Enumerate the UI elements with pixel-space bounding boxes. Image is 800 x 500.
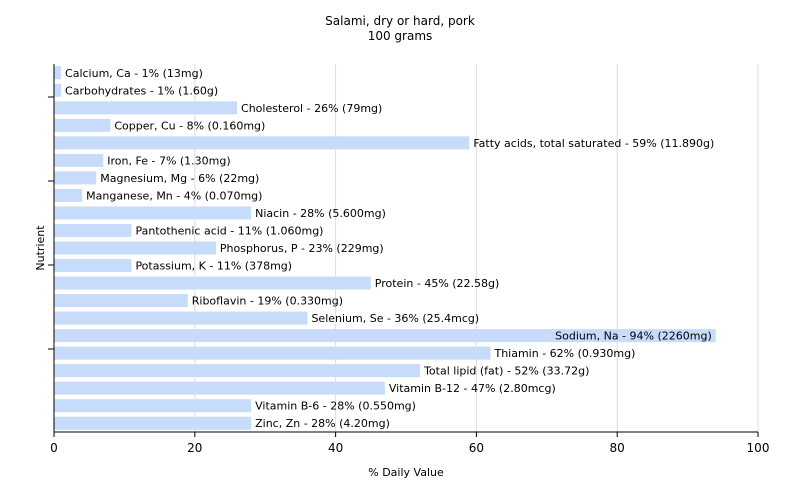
bar-label: Vitamin B-12 - 47% (2.80mcg) [389, 382, 556, 395]
bar [54, 188, 83, 202]
bar-label: Thiamin - 62% (0.930mg) [493, 347, 635, 360]
x-tick-label: 40 [328, 441, 343, 455]
bar [54, 346, 491, 360]
bar-label: Vitamin B-6 - 28% (0.550mg) [255, 400, 416, 413]
x-axis-title: % Daily Value [368, 466, 444, 479]
bar [54, 206, 252, 220]
x-tick-label: 60 [469, 441, 484, 455]
bar-label: Calcium, Ca - 1% (13mg) [65, 67, 203, 80]
bar [54, 399, 252, 413]
bar-label: Selenium, Se - 36% (25.4mcg) [311, 312, 479, 325]
bar [54, 223, 132, 237]
bar-label: Manganese, Mn - 4% (0.070mg) [86, 189, 262, 202]
bar-label: Sodium, Na - 94% (2260mg) [555, 330, 712, 343]
axes [53, 64, 758, 433]
bar [54, 311, 308, 325]
bar-label: Phosphorus, P - 23% (229mg) [220, 242, 384, 255]
bar [54, 241, 216, 255]
bar-label: Cholesterol - 26% (79mg) [241, 102, 382, 115]
bar-label: Protein - 45% (22.58g) [375, 277, 500, 290]
chart-title-block: Salami, dry or hard, pork 100 grams [0, 14, 800, 44]
bar [54, 381, 385, 395]
bar-label: Fatty acids, total saturated - 59% (11.8… [473, 137, 714, 150]
y-axis-title: Nutrient [34, 225, 47, 271]
bar-label: Copper, Cu - 8% (0.160mg) [114, 119, 265, 132]
bar-label: Potassium, K - 11% (378mg) [135, 260, 292, 273]
chart-title: Salami, dry or hard, pork [325, 14, 475, 28]
bar [54, 153, 104, 167]
bar [54, 118, 111, 132]
bar-label: Iron, Fe - 7% (1.30mg) [107, 154, 230, 167]
chart-subtitle: 100 grams [367, 29, 433, 43]
bar [54, 416, 252, 430]
x-tick-label: 20 [187, 441, 202, 455]
bar [54, 294, 188, 308]
bar [54, 83, 62, 97]
bar-label: Magnesium, Mg - 6% (22mg) [100, 172, 259, 185]
bar-label: Pantothenic acid - 11% (1.060mg) [135, 224, 323, 237]
bar [54, 171, 97, 185]
bars: Calcium, Ca - 1% (13mg) Carbohydrates - 1… [54, 66, 716, 430]
bar-label: Zinc, Zn - 28% (4.20mg) [255, 417, 390, 430]
bar [54, 364, 421, 378]
bar-label: Total lipid (fat) - 52% (33.72g) [423, 365, 589, 378]
bar [54, 329, 716, 343]
x-tick-label: 0 [50, 441, 58, 455]
bar [54, 66, 62, 80]
bar [54, 101, 238, 115]
bar [54, 136, 470, 150]
bar [54, 276, 371, 290]
x-ticks: 0 20 40 60 80 100 [48, 96, 770, 455]
x-tick-label: 100 [747, 441, 770, 455]
bar [54, 259, 132, 273]
bar-label: Riboflavin - 19% (0.330mg) [192, 295, 343, 308]
x-tick-label: 80 [610, 441, 625, 455]
bar-label: Carbohydrates - 1% (1.60g) [65, 84, 218, 97]
bar-label: Niacin - 28% (5.600mg) [255, 207, 386, 220]
